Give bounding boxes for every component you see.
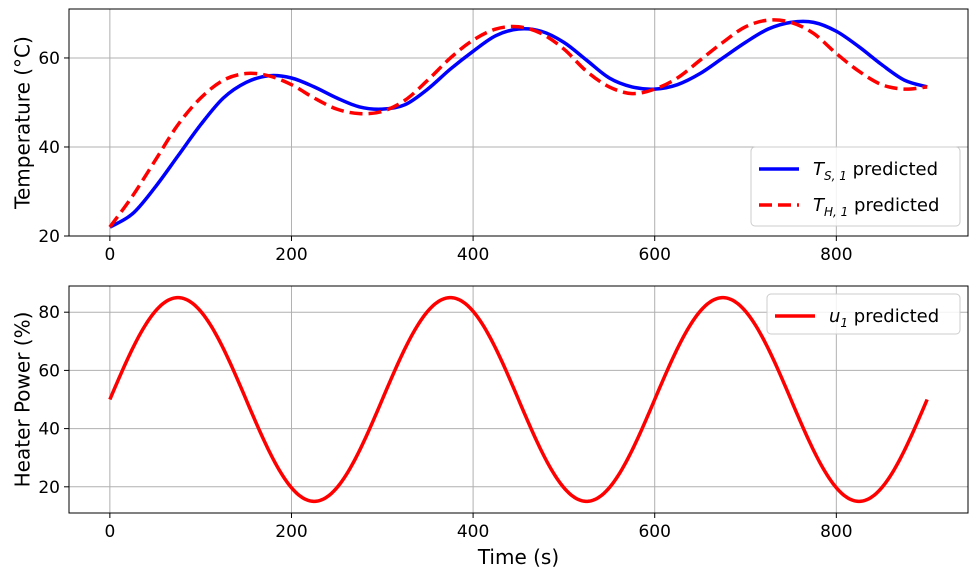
x-tick-label: 0 <box>104 245 115 265</box>
heater-power-legend: u1 predicted <box>766 293 961 335</box>
legend-box <box>750 146 961 227</box>
legend-entry: u1 predicted <box>829 306 939 330</box>
x-tick-label: 0 <box>104 522 115 542</box>
heater-power-panel: 0 200 400 600 800 20 40 60 80 Heater Power (%) T… <box>11 285 969 569</box>
temperature-ticks: 0 200 400 600 800 20 40 60 <box>38 49 852 265</box>
legend-box <box>766 293 961 335</box>
temperature-series <box>108 18 928 229</box>
y-tick-label: 60 <box>38 49 60 69</box>
y-tick-label: 40 <box>38 138 60 158</box>
y-tick-label: 20 <box>38 478 60 498</box>
temperature-panel: 0 200 400 600 800 20 40 60 Temperature (°C) TS,… <box>11 8 969 265</box>
x-tick-label: 800 <box>820 245 852 265</box>
legend-entry: TH, 1 predicted <box>813 195 939 219</box>
legend-entry: TS, 1 predicted <box>813 159 938 183</box>
x-tick-label: 600 <box>638 522 670 542</box>
temperature-axes-frame <box>68 8 969 237</box>
x-tick-label: 200 <box>275 245 307 265</box>
y-tick-label: 40 <box>38 420 60 440</box>
x-tick-label: 600 <box>638 245 670 265</box>
heater-power-ticks: 0 200 400 600 800 20 40 60 80 <box>38 303 852 542</box>
series-line-primary <box>108 19 928 229</box>
y-tick-label: 80 <box>38 303 60 323</box>
temperature-y-axis-label: Temperature (°C) <box>11 36 35 210</box>
y-tick-label: 60 <box>38 361 60 381</box>
x-tick-label: 200 <box>275 522 307 542</box>
heater-power-y-axis-label: Heater Power (%) <box>11 312 35 488</box>
x-tick-label: 800 <box>820 522 852 542</box>
series-line-primary <box>108 295 929 504</box>
time-x-axis-label: Time (s) <box>477 545 559 569</box>
heater-power-axes-frame <box>68 285 969 514</box>
x-tick-label: 400 <box>457 245 489 265</box>
y-tick-label: 20 <box>38 227 60 247</box>
series-line-secondary <box>108 18 928 229</box>
temperature-legend: TS, 1 predicted TH, 1 predicted <box>750 146 961 227</box>
heater-power-series <box>108 295 929 504</box>
x-tick-label: 400 <box>457 522 489 542</box>
